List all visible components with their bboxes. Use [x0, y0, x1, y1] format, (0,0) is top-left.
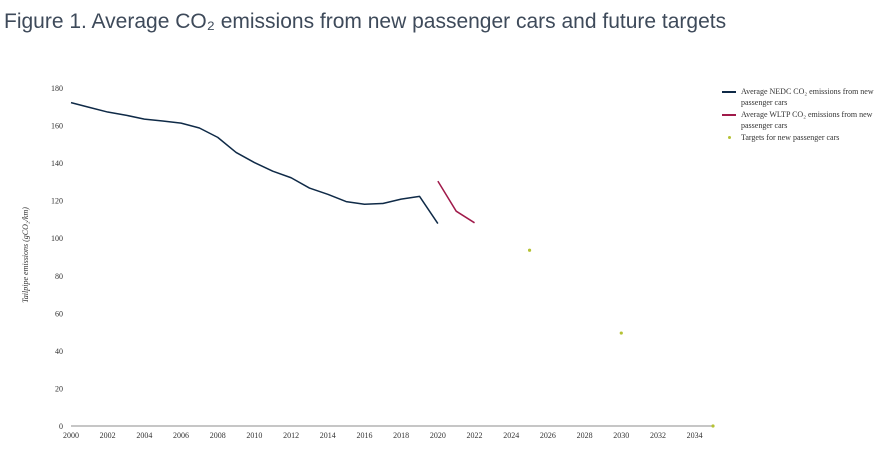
x-tick-label: 2016: [356, 431, 372, 440]
y-tick-label: 20: [55, 384, 63, 393]
x-tick-label: 2002: [100, 431, 116, 440]
x-tick-label: 2032: [650, 431, 666, 440]
y-tick-label: 40: [55, 347, 63, 356]
legend-item-targets: Targets for new passenger cars: [722, 132, 892, 143]
y-axis-label: Tailpipe emissions (gCO₂/km): [21, 207, 30, 303]
target-point: [527, 248, 532, 252]
y-tick-label: 0: [59, 422, 63, 431]
legend-label-targets: Targets for new passenger cars: [741, 133, 840, 142]
x-tick-label: 2030: [613, 431, 629, 440]
legend-dot-targets: [728, 136, 731, 139]
x-tick-label: 2020: [430, 431, 446, 440]
legend-swatch-targets: [722, 132, 736, 143]
x-tick-label: 2028: [577, 431, 593, 440]
legend-item-nedc: Average NEDC CO₂ emissions from new pass…: [722, 86, 892, 108]
x-tick-label: 2024: [503, 431, 519, 440]
legend-label-wltp: Average WLTP CO₂ emissions from new pass…: [741, 110, 873, 130]
x-tick-label: 2022: [467, 431, 483, 440]
series-line-1: [437, 180, 475, 224]
x-tick-label: 2014: [320, 431, 336, 440]
series-layer: [70, 101, 715, 428]
legend-item-wltp: Average WLTP CO₂ emissions from new pass…: [722, 109, 892, 131]
y-axis: 0 20 40 60 80 100 120 140 160 180: [51, 84, 63, 431]
y-tick-label: 180: [51, 84, 63, 93]
target-point: [619, 331, 623, 335]
y-tick-label: 80: [55, 272, 63, 281]
series-line-0: [70, 101, 439, 224]
x-tick-label: 2010: [246, 431, 262, 440]
legend-line-wltp: [722, 114, 736, 116]
y-tick-label: 120: [51, 197, 63, 206]
target-point: [711, 424, 715, 428]
y-tick-label: 160: [51, 122, 63, 131]
x-axis: 2000 2002 2004 2006 2008 2010 2012 2014 2016 2018…: [63, 431, 703, 440]
legend-swatch-wltp: [722, 109, 736, 120]
x-tick-label: 2008: [210, 431, 226, 440]
x-tick-label: 2026: [540, 431, 556, 440]
legend-swatch-nedc: [722, 86, 736, 97]
x-tick-label: 2006: [173, 431, 189, 440]
x-tick-label: 2004: [136, 431, 152, 440]
chart-title: Figure 1. Average CO₂ emissions from new…: [4, 10, 727, 33]
x-tick-label: 2034: [687, 431, 703, 440]
y-tick-label: 140: [51, 159, 63, 168]
x-tick-label: 2018: [393, 431, 409, 440]
y-tick-label: 60: [55, 309, 63, 318]
x-tick-label: 2012: [283, 431, 299, 440]
legend-label-nedc: Average NEDC CO₂ emissions from new pass…: [741, 87, 874, 107]
legend-line-nedc: [722, 91, 736, 93]
legend: Average NEDC CO₂ emissions from new pass…: [722, 86, 892, 144]
y-tick-label: 100: [51, 234, 63, 243]
x-tick-label: 2000: [63, 431, 79, 440]
